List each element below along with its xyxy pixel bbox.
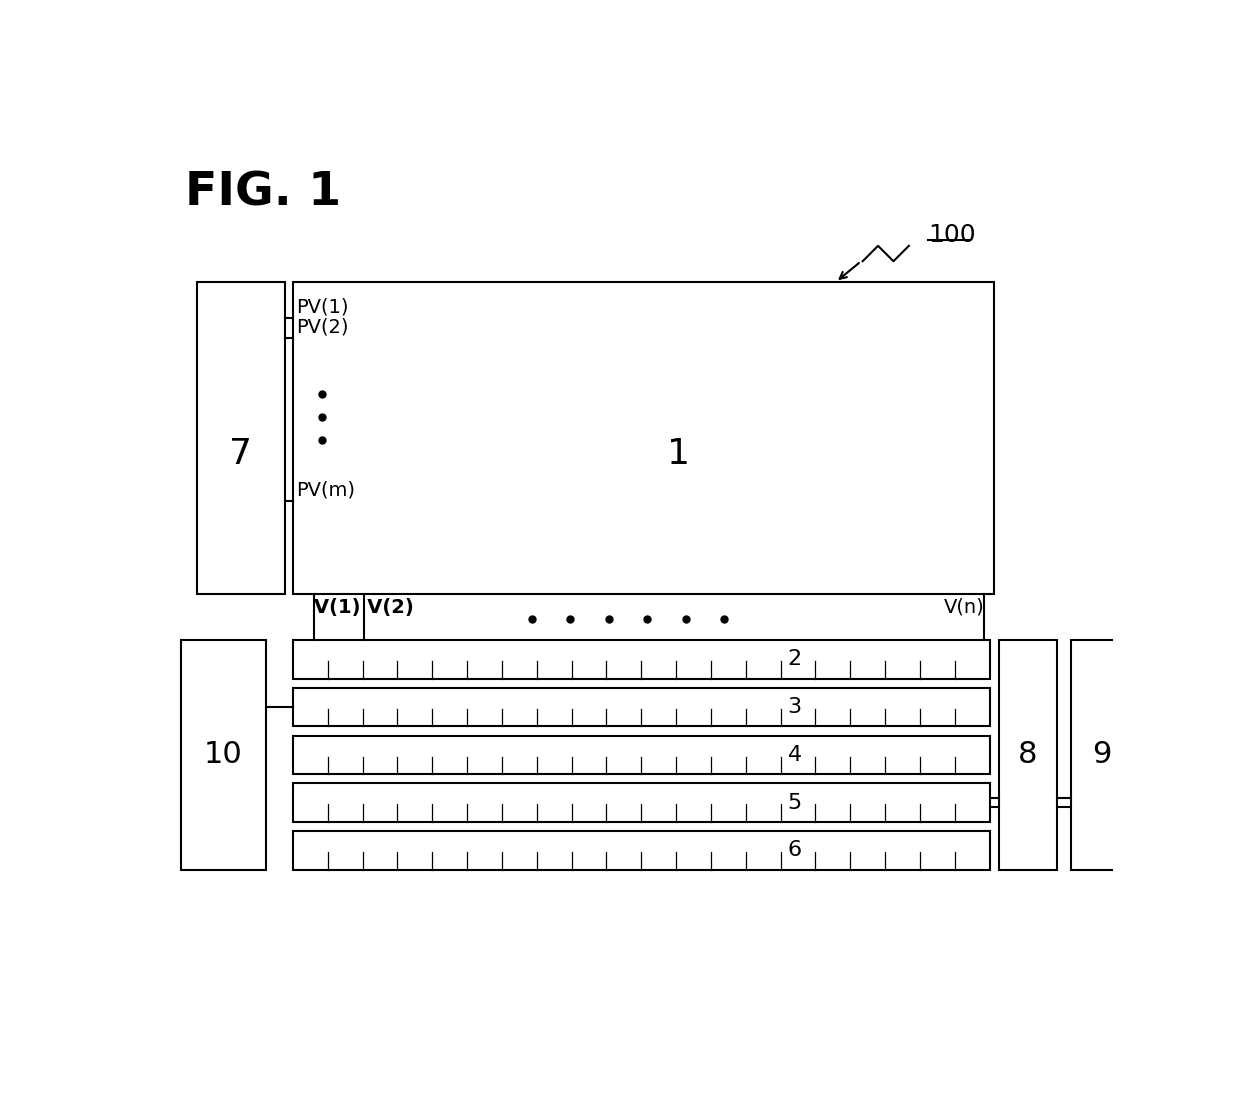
Text: PV(2): PV(2) bbox=[296, 318, 348, 336]
Text: 8: 8 bbox=[1018, 741, 1038, 769]
Text: PV(1): PV(1) bbox=[296, 298, 348, 317]
Bar bbox=[293, 784, 990, 822]
Text: 7: 7 bbox=[229, 436, 253, 470]
Text: 9: 9 bbox=[1091, 741, 1111, 769]
Bar bbox=[999, 640, 1056, 869]
Bar bbox=[181, 640, 265, 869]
Text: V(n): V(n) bbox=[944, 598, 985, 617]
Bar bbox=[197, 282, 285, 593]
Bar bbox=[293, 688, 990, 726]
Bar bbox=[293, 831, 990, 869]
Text: 6: 6 bbox=[787, 841, 801, 861]
Text: FIG. 1: FIG. 1 bbox=[185, 170, 341, 215]
Text: 10: 10 bbox=[205, 741, 243, 769]
Text: 5: 5 bbox=[787, 792, 802, 812]
Text: 1: 1 bbox=[667, 436, 689, 470]
Text: V(1) V(2): V(1) V(2) bbox=[315, 598, 414, 617]
Text: 100: 100 bbox=[928, 223, 976, 247]
Text: 2: 2 bbox=[787, 650, 801, 669]
Text: 4: 4 bbox=[787, 745, 801, 765]
Bar bbox=[293, 640, 990, 678]
Bar bbox=[1070, 640, 1132, 869]
Bar bbox=[293, 735, 990, 774]
Text: PV(m): PV(m) bbox=[296, 481, 355, 500]
Bar bbox=[293, 282, 993, 593]
Text: 3: 3 bbox=[787, 697, 801, 717]
